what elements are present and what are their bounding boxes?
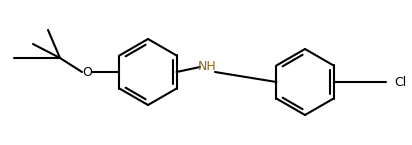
Text: O: O xyxy=(82,66,92,78)
Text: NH: NH xyxy=(198,60,216,74)
Text: Cl: Cl xyxy=(394,76,406,88)
